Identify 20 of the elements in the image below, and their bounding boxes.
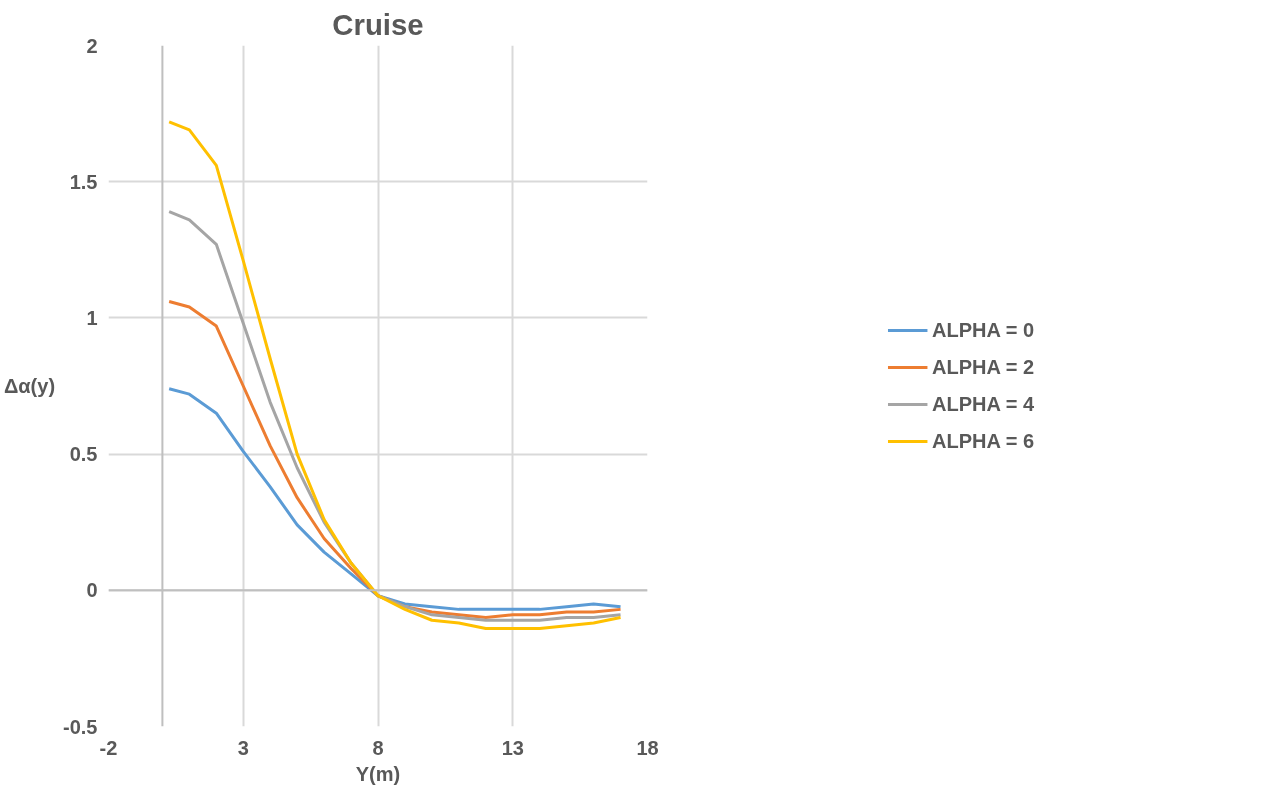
chart-title: Cruise: [332, 7, 424, 41]
x-tick-label: 18: [636, 736, 659, 759]
x-axis-title: Y(m): [355, 762, 401, 785]
y-tick-label: 1: [86, 306, 98, 329]
line-series: [167, 120, 623, 630]
line-series: [167, 387, 623, 611]
y-tick-label: -0.5: [63, 715, 98, 738]
x-tick-label: 8: [372, 736, 384, 759]
x-tick-label: 3: [237, 736, 249, 759]
y-tick-label: 0.5: [69, 443, 98, 466]
y-tick-label: 2: [86, 34, 98, 57]
y-axis-title: Δα(y): [3, 375, 56, 397]
legend-label: ALPHA = 6: [931, 429, 1035, 453]
x-tick-label: -2: [99, 736, 118, 759]
legend-label: ALPHA = 2: [931, 355, 1035, 379]
y-tick-label: 1.5: [69, 170, 98, 193]
legend-label: ALPHA = 0: [931, 318, 1035, 342]
legend-label: ALPHA = 4: [931, 392, 1035, 416]
x-tick-label: 13: [501, 736, 524, 759]
y-tick-label: 0: [86, 579, 98, 602]
